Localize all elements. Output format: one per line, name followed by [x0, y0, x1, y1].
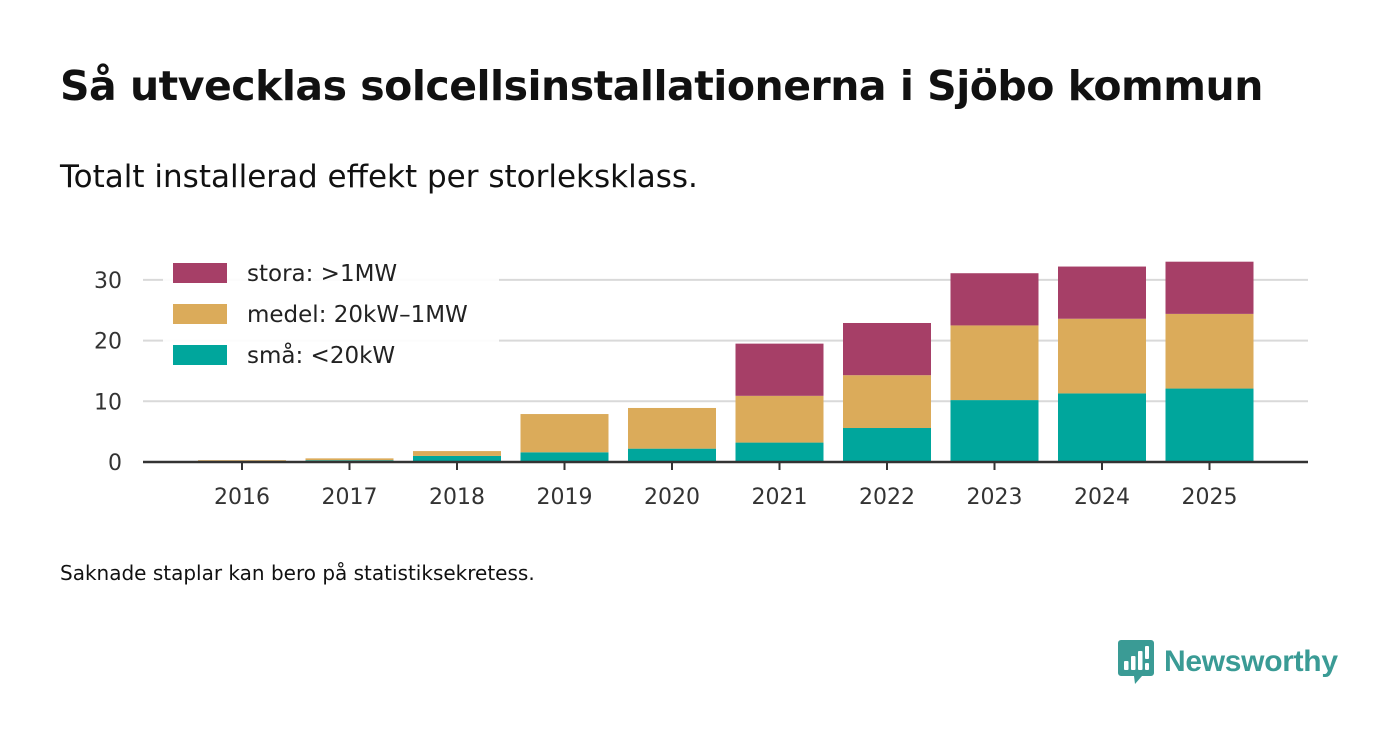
brand-name: Newsworthy: [1164, 645, 1338, 678]
bar-medel-2017[interactable]: [305, 458, 394, 461]
bar-medel-2025[interactable]: [1165, 313, 1254, 389]
legend-label-stora[interactable]: stora: >1MW: [247, 261, 397, 287]
bar-medel-2024[interactable]: [1058, 318, 1146, 394]
footnote: Saknade staplar kan bero på statistiksek…: [60, 561, 535, 585]
y-tick-label: 0: [108, 451, 122, 476]
bar-sma-2022[interactable]: [843, 428, 931, 462]
x-tick-label: 2018: [429, 485, 485, 510]
bar-medel-2021[interactable]: [735, 395, 824, 443]
x-tick-label: 2019: [537, 485, 593, 510]
legend-label-medel[interactable]: medel: 20kW–1MW: [247, 302, 468, 328]
x-tick-label: 2017: [322, 485, 378, 510]
x-tick-label: 2016: [214, 485, 270, 510]
legend-swatch-stora[interactable]: [173, 263, 227, 283]
bar-sma-2023[interactable]: [950, 400, 1039, 462]
bar-stora-2024[interactable]: [1058, 266, 1146, 319]
bar-medel-2022[interactable]: [843, 375, 931, 429]
bar-sma-2018[interactable]: [413, 455, 501, 462]
chart-title: Så utvecklas solcellsinstallationerna i …: [60, 62, 1263, 110]
y-tick-label: 10: [94, 390, 122, 415]
brand-logo[interactable]: Newsworthy: [1118, 640, 1338, 684]
bar-medel-2020[interactable]: [628, 407, 716, 449]
legend-label-sma[interactable]: små: <20kW: [247, 341, 395, 369]
x-tick-label: 2024: [1074, 485, 1130, 510]
x-tick-label: 2025: [1182, 485, 1238, 510]
bar-stora-2022[interactable]: [843, 322, 931, 376]
bar-stora-2021[interactable]: [735, 343, 824, 396]
newsworthy-logo-icon: [1118, 640, 1154, 684]
chart-subtitle: Totalt installerad effekt per storlekskl…: [60, 159, 698, 195]
bar-sma-2019[interactable]: [520, 452, 609, 462]
bar-sma-2020[interactable]: [628, 448, 716, 462]
bar-sma-2021[interactable]: [735, 442, 824, 462]
legend-swatch-medel[interactable]: [173, 304, 227, 324]
x-tick-label: 2023: [967, 485, 1023, 510]
bar-medel-2019[interactable]: [520, 414, 609, 453]
bar-medel-2023[interactable]: [950, 325, 1039, 401]
y-tick-label: 30: [94, 269, 122, 294]
bar-sma-2024[interactable]: [1058, 393, 1146, 462]
x-tick-label: 2020: [644, 485, 700, 510]
x-tick-label: 2022: [859, 485, 915, 510]
bar-stora-2023[interactable]: [950, 273, 1039, 326]
bar-sma-2025[interactable]: [1165, 388, 1254, 462]
bar-medel-2018[interactable]: [413, 451, 501, 456]
legend-swatch-sma[interactable]: [173, 345, 227, 365]
x-tick-label: 2021: [752, 485, 808, 510]
y-tick-label: 20: [94, 330, 122, 355]
bar-stora-2025[interactable]: [1165, 261, 1254, 314]
